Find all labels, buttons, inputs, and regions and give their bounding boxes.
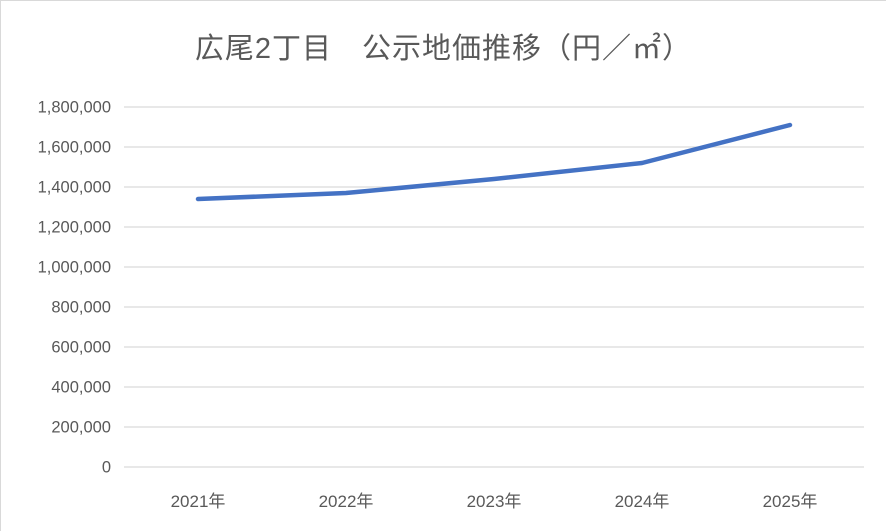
- y-axis-tick-label: 600,000: [51, 339, 111, 357]
- x-axis-tick-label: 2023年: [467, 492, 522, 511]
- y-axis-tick-label: 0: [102, 459, 111, 477]
- price-trend-line: [195, 122, 793, 202]
- y-axis-tick-label: 800,000: [51, 299, 111, 317]
- x-axis-tick-label: 2022年: [319, 492, 374, 511]
- y-axis-tick-label: 1,400,000: [38, 179, 111, 197]
- y-axis-tick-label: 1,800,000: [38, 99, 111, 117]
- x-axis-tick-label: 2025年: [763, 492, 818, 511]
- y-axis-tick-label: 1,600,000: [38, 139, 111, 157]
- y-axis-tick-label: 400,000: [51, 379, 111, 397]
- y-axis-tick-label: 1,200,000: [38, 219, 111, 237]
- chart-title: 広尾2丁目 公示地価推移（円／㎡）: [194, 33, 693, 65]
- x-axis-tick-label: 2021年: [171, 492, 226, 511]
- y-axis-tick-label: 200,000: [51, 419, 111, 437]
- x-axis-tick-label: 2024年: [615, 492, 670, 511]
- y-axis-tick-label: 1,000,000: [38, 259, 111, 277]
